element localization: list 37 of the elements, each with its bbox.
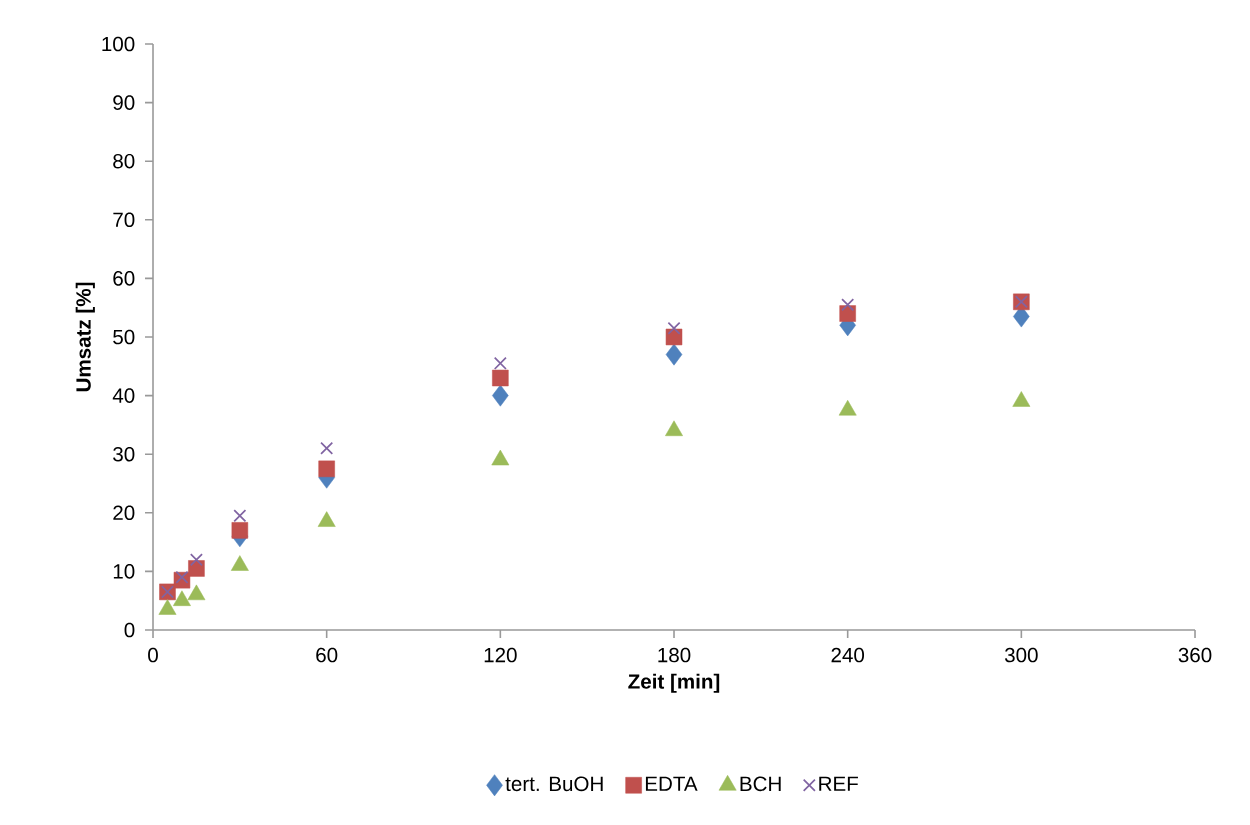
x-tick-label: 180 xyxy=(658,647,691,663)
point xyxy=(233,509,247,523)
point xyxy=(841,298,855,312)
x-tick-label: 60 xyxy=(316,647,338,663)
legend-label: BCH xyxy=(740,776,781,792)
x-tick-label: 0 xyxy=(148,647,158,663)
y-tick-label: 60 xyxy=(113,271,135,286)
y-tick-label: 0 xyxy=(124,622,135,638)
x-tick-label: 120 xyxy=(484,647,517,663)
x-tick-label: 360 xyxy=(1178,647,1212,663)
x-tick-label: 240 xyxy=(831,647,865,663)
y-tick-label: 30 xyxy=(113,446,135,462)
y-tick-label: 100 xyxy=(102,36,135,52)
point xyxy=(189,553,203,567)
point xyxy=(175,570,189,584)
x-axis-title: Zeit [min] xyxy=(628,673,720,693)
y-axis-title: Umsatz [%] xyxy=(75,282,95,392)
point xyxy=(839,305,856,322)
y-tick-label: 90 xyxy=(113,95,135,110)
point xyxy=(318,460,335,478)
point xyxy=(667,321,681,335)
y-tick-label: 10 xyxy=(113,564,135,579)
point xyxy=(320,441,334,455)
point xyxy=(493,356,507,370)
y-tick-label: 70 xyxy=(113,212,135,228)
legend-label: tert. BuOH xyxy=(505,776,603,792)
x-tick-label: 300 xyxy=(1004,647,1038,663)
point xyxy=(492,384,509,407)
legend-label: EDTA xyxy=(645,776,698,791)
y-tick-label: 50 xyxy=(113,329,135,345)
y-tick-label: 40 xyxy=(112,388,135,403)
y-tick-label: 20 xyxy=(113,505,135,521)
point xyxy=(492,369,509,387)
y-tick-label: 80 xyxy=(113,153,135,169)
legend-label: REF xyxy=(819,776,858,791)
point xyxy=(665,343,683,366)
point xyxy=(231,522,249,539)
